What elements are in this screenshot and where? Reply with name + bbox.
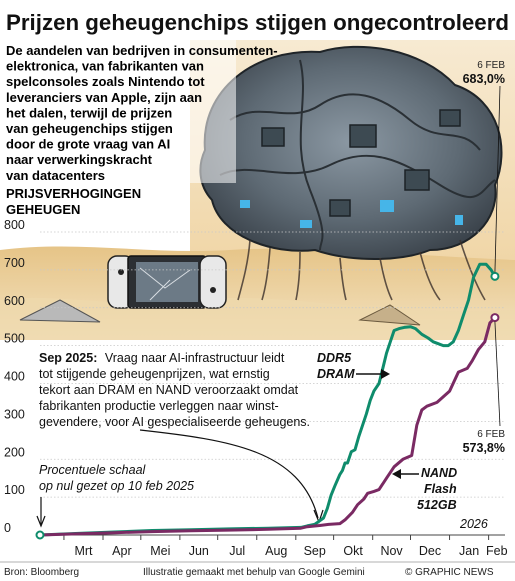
y-tick-label: 800 <box>4 218 25 232</box>
chip-brain-icon <box>199 45 503 301</box>
lower-background <box>0 340 515 581</box>
nand-flash-line <box>39 316 496 537</box>
x-tick-label: Jun <box>189 544 209 558</box>
y-axis-ticks: 0 100 200 300 400 500 600 700 800 <box>4 218 25 535</box>
x-tick-label: Nov <box>380 544 403 558</box>
y-tick-label: 500 <box>4 332 25 346</box>
series-end-point <box>490 271 500 281</box>
annotation-sep-arrow <box>139 429 319 519</box>
x-tick-label: Apr <box>112 544 131 558</box>
series-labels: DDR5 DRAM NAND Flash 512GB <box>317 351 461 512</box>
nand-label-line: 512GB <box>417 498 457 512</box>
nand-label-line: Flash <box>424 482 457 496</box>
intro-line: het dalen, terwijl de prijzen <box>6 105 172 120</box>
x-tick-label: Jul <box>229 544 245 558</box>
x-tick-label: Aug <box>265 544 287 558</box>
footer: Bron: Bloomberg Illustratie gemaakt met … <box>0 561 515 578</box>
y-tick-label: 600 <box>4 294 25 308</box>
footer-brand: © GRAPHIC NEWS <box>405 567 494 578</box>
annotation-sep-line: tekort aan DRAM en NAND veroorzaakt omda… <box>39 383 299 397</box>
annotation-sep-2025: Sep 2025: Vraag naar AI-infrastructuur l… <box>39 351 324 524</box>
ddr-label-line: DRAM <box>317 367 355 381</box>
year-label: 2026 <box>459 517 488 531</box>
end-date-label: 6 FEB <box>477 429 505 440</box>
end-value-label: 683,0% <box>463 72 505 86</box>
series-start-point <box>35 530 45 540</box>
y-axis-title-line: GEHEUGEN <box>6 202 80 217</box>
footer-source: Bron: Bloomberg <box>4 567 79 578</box>
end-value-label: 573,8% <box>463 441 505 455</box>
y-tick-label: 0 <box>4 521 11 535</box>
end-label-leader <box>494 321 501 427</box>
series-end-point <box>490 313 500 323</box>
ddr-label-line: DDR5 <box>317 351 352 365</box>
chart-title-group: Prijzen geheugenchips stijgen ongecontro… <box>6 10 509 35</box>
intro-text-block: De aandelen van bedrijven in consumenten… <box>0 40 281 217</box>
annotation-sep-bold: Sep 2025: <box>39 351 97 365</box>
intro-line: De aandelen van bedrijven in consumenten… <box>6 43 278 58</box>
end-label-leader <box>494 85 501 273</box>
x-tick-label: Dec <box>419 544 441 558</box>
intro-line: leveranciers van Apple, zijn aan <box>6 90 202 105</box>
y-tick-label: 100 <box>4 483 25 497</box>
nand-label-line: NAND <box>421 466 457 480</box>
svg-text:Sep 2025: Vraag naar AI-: Sep 2025: Vraag naar AI-infrastructuur l… <box>39 351 285 365</box>
x-tick-label: Sep <box>304 544 326 558</box>
intro-line: van datacenters <box>6 168 105 183</box>
background-illustration <box>0 40 515 340</box>
intro-line: elektronica, van fabrikanten van <box>6 59 204 74</box>
y-axis-title: PRIJSVERHOGINGEN GEHEUGEN <box>6 186 145 217</box>
svg-text:DDR5 DRAM: DDR5 DRAM <box>317 351 355 381</box>
x-tick-label: Mrt <box>74 544 93 558</box>
y-tick-label: 300 <box>4 407 25 421</box>
y-tick-label: 700 <box>4 256 25 270</box>
y-tick-label: 400 <box>4 370 25 384</box>
x-tick-label: Okt <box>343 544 363 558</box>
annotation-scale-line: op nul gezet op 10 feb 2025 <box>39 479 194 493</box>
y-tick-label: 200 <box>4 445 25 459</box>
intro-line: spelconsoles zoals Nintendo tot <box>6 74 205 89</box>
chart-title: Prijzen geheugenchips stijgen ongecontro… <box>6 10 509 35</box>
x-tick-label: Jan <box>459 544 479 558</box>
x-tick-label: Feb <box>486 544 508 558</box>
x-tick-label: Mei <box>150 544 170 558</box>
annotation-sep-line: fabrikanten productie verleggen naar win… <box>39 399 279 413</box>
svg-text:NAND Flash 512GB: NAND Flash 512GB <box>417 466 461 512</box>
annotation-scale-line: Procentuele schaal <box>39 463 147 477</box>
intro-text: De aandelen van bedrijven in consumenten… <box>6 43 281 183</box>
annotation-scale: Procentuele schaal op nul gezet op 10 fe… <box>36 463 194 528</box>
game-console-icon <box>107 255 227 309</box>
intro-line: door de grote vraag van AI <box>6 137 170 152</box>
annotation-sep-line: Vraag naar AI-infrastructuur leidt <box>105 351 285 365</box>
footer-credit: Illustratie gemaakt met behulp van Googl… <box>143 567 365 578</box>
annotation-sep-line: tot stijgende geheugenprijzen, wat ernst… <box>39 367 270 381</box>
intro-line: van geheugenchips stijgen <box>6 121 173 136</box>
end-date-label: 6 FEB <box>477 60 505 71</box>
annotation-sep-line: gevendere, voor AI gespecialiseerde gehe… <box>39 415 310 429</box>
intro-line: naar verwerkingskracht <box>6 152 153 167</box>
series-lines <box>35 262 500 540</box>
x-axis-ticks: Mrt Apr Mei Jun Jul Aug Sep Okt Nov Dec Jan Feb <box>40 534 508 558</box>
y-axis-title-line: PRIJSVERHOGINGEN <box>6 186 141 201</box>
